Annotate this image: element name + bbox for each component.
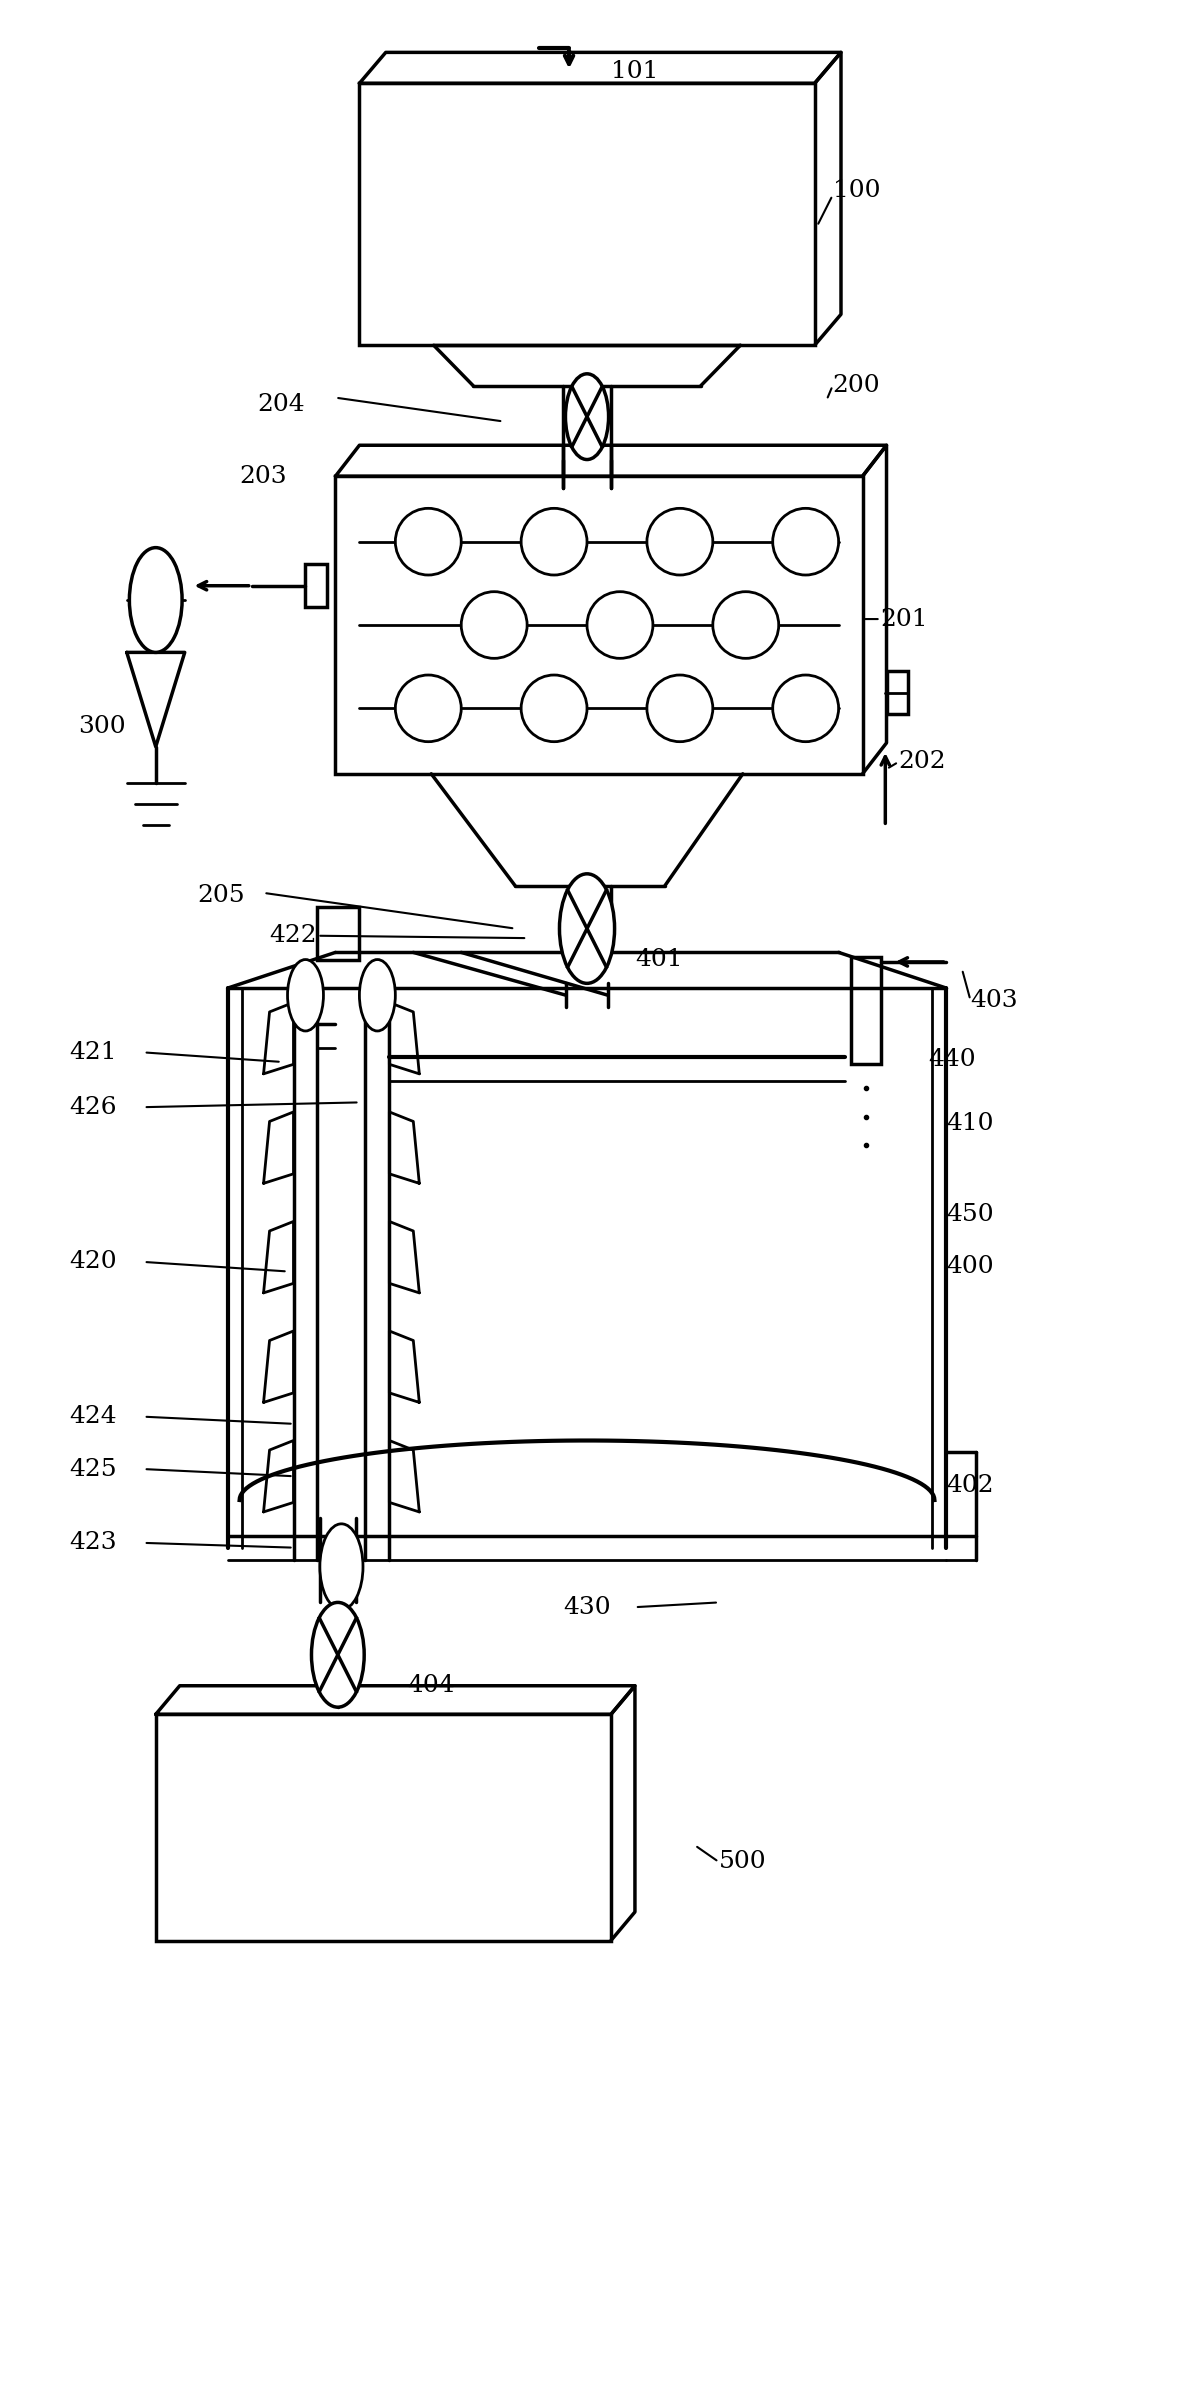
Bar: [335, 476, 863, 774]
Text: 201: 201: [881, 607, 928, 631]
Text: 500: 500: [719, 1850, 767, 1874]
Circle shape: [359, 960, 395, 1031]
Text: 421: 421: [69, 1040, 117, 1064]
Text: 404: 404: [407, 1674, 455, 1698]
Ellipse shape: [647, 507, 713, 576]
Text: 423: 423: [69, 1531, 117, 1555]
Text: 205: 205: [198, 883, 246, 907]
Circle shape: [129, 548, 182, 652]
Bar: [887, 671, 908, 714]
Text: 204: 204: [258, 393, 305, 417]
Bar: [359, 83, 815, 345]
Ellipse shape: [713, 590, 779, 660]
Text: 403: 403: [970, 988, 1018, 1012]
Circle shape: [559, 874, 615, 983]
Ellipse shape: [521, 676, 587, 743]
Text: 101: 101: [611, 60, 659, 83]
Text: 401: 401: [635, 948, 683, 971]
Ellipse shape: [587, 590, 653, 660]
Text: 410: 410: [946, 1112, 994, 1136]
Text: 440: 440: [928, 1048, 976, 1071]
Text: 450: 450: [946, 1202, 994, 1226]
Circle shape: [320, 1524, 363, 1610]
Text: 420: 420: [69, 1250, 117, 1274]
Text: 300: 300: [78, 714, 126, 738]
Circle shape: [311, 1602, 364, 1707]
Bar: [851, 957, 881, 1064]
Text: 430: 430: [563, 1595, 611, 1619]
Ellipse shape: [647, 676, 713, 743]
Ellipse shape: [773, 676, 839, 743]
Text: 425: 425: [69, 1457, 117, 1481]
Ellipse shape: [521, 507, 587, 576]
Text: 203: 203: [240, 464, 288, 488]
Ellipse shape: [773, 507, 839, 576]
Text: 400: 400: [946, 1255, 994, 1279]
Bar: [156, 1714, 611, 1941]
Ellipse shape: [461, 590, 527, 660]
Bar: [305, 564, 327, 607]
Text: 202: 202: [898, 750, 946, 774]
Text: 100: 100: [833, 179, 881, 202]
Ellipse shape: [395, 676, 461, 743]
Text: 422: 422: [270, 924, 317, 948]
Bar: [317, 907, 359, 960]
Circle shape: [288, 960, 323, 1031]
Text: 200: 200: [833, 374, 881, 398]
Text: 424: 424: [69, 1405, 117, 1429]
Ellipse shape: [395, 507, 461, 576]
Text: 426: 426: [69, 1095, 117, 1119]
Text: 402: 402: [946, 1474, 994, 1498]
Circle shape: [565, 374, 609, 460]
